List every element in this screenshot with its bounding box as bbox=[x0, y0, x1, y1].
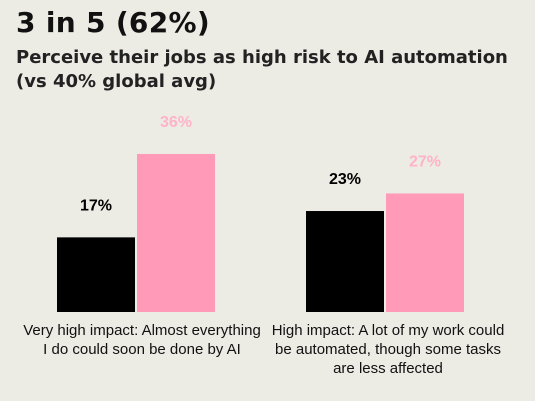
data-label-very-high-impact-series-2: 36% bbox=[160, 114, 192, 131]
chart-subtitle: Perceive their jobs as high risk to AI a… bbox=[16, 47, 508, 92]
headline: 3 in 5 (62%) bbox=[16, 6, 210, 39]
data-label-very-high-impact-series-1: 17% bbox=[80, 197, 112, 214]
data-label-high-impact-series-1: 23% bbox=[329, 171, 361, 188]
bar-very-high-impact-series-2 bbox=[137, 153, 215, 312]
data-label-high-impact-series-2: 27% bbox=[409, 153, 441, 170]
category-label-very-high-impact: Very high impact: Almost everything I do… bbox=[23, 322, 261, 358]
bar-high-impact-series-2 bbox=[386, 193, 464, 312]
bar-very-high-impact-series-1 bbox=[57, 237, 135, 312]
bar-high-impact-series-1 bbox=[306, 211, 384, 312]
category-label-high-impact: High impact: A lot of my work could be a… bbox=[271, 322, 505, 377]
